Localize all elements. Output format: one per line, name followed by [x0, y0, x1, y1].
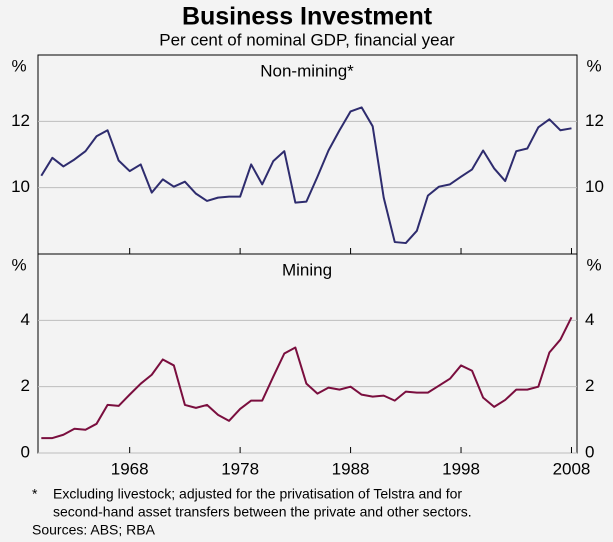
panel-title: Non-mining* — [260, 61, 354, 80]
y2-unit: % — [586, 255, 601, 274]
y2-tick-label: 4 — [585, 310, 594, 329]
y-tick-label: 0 — [21, 442, 30, 461]
y-tick-label: 2 — [21, 376, 30, 395]
y2-tick-label: 2 — [585, 376, 594, 395]
note: Excluding livestock; adjusted for the pr… — [53, 486, 462, 502]
plot-area — [37, 253, 578, 454]
note: second-hand asset transfers between the … — [53, 504, 472, 520]
panel-title: Mining — [282, 260, 332, 279]
note-marker: * — [32, 486, 38, 502]
y-unit: % — [11, 255, 26, 274]
data-line — [41, 316, 573, 440]
x-tick-label: 1988 — [332, 459, 370, 478]
x-tick-label: 1978 — [221, 459, 259, 478]
sources: Sources: ABS; RBA — [32, 522, 156, 538]
y2-tick-label: 0 — [585, 442, 594, 461]
x-tick-label: 2008 — [553, 459, 591, 478]
chart-subtitle: Per cent of nominal GDP, financial year — [159, 30, 455, 49]
x-tick-label: 1998 — [442, 459, 480, 478]
y2-tick-label: 12 — [585, 111, 604, 130]
x-tick-label: 1968 — [111, 459, 149, 478]
chart-title: Business Investment — [182, 3, 433, 31]
y-tick-label: 10 — [11, 177, 30, 196]
y2-unit: % — [586, 56, 601, 75]
y2-tick-label: 10 — [585, 177, 604, 196]
y-tick-label: 4 — [21, 310, 30, 329]
data-line — [40, 106, 572, 245]
plot-area — [37, 54, 578, 255]
y-unit: % — [11, 56, 26, 75]
y-tick-label: 12 — [11, 111, 30, 130]
